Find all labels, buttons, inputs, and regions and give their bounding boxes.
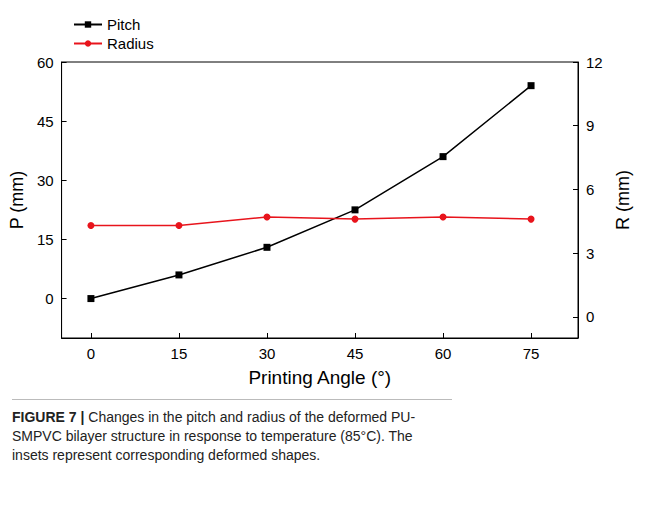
svg-text:6: 6 [586,181,594,198]
svg-text:Pitch: Pitch [107,16,140,33]
svg-text:45: 45 [37,113,54,130]
svg-text:75: 75 [523,345,540,362]
svg-text:9: 9 [586,117,594,134]
svg-text:15: 15 [171,345,188,362]
svg-text:45: 45 [347,345,364,362]
svg-text:60: 60 [37,54,54,71]
svg-text:0: 0 [586,308,594,325]
svg-text:60: 60 [435,345,452,362]
svg-text:0: 0 [87,345,95,362]
svg-text:15: 15 [37,231,54,248]
svg-text:Printing Angle (°): Printing Angle (°) [248,367,391,388]
svg-text:30: 30 [259,345,276,362]
svg-text:0: 0 [45,290,53,307]
svg-text:P (mm): P (mm) [7,171,27,230]
svg-text:30: 30 [37,172,54,189]
svg-text:R (mm): R (mm) [613,170,633,230]
html-text:FIGURE 7 | Changes in the pitc: FIGURE 7 | Changes in the pitch and radi… [12,409,416,463]
svg-text:12: 12 [586,54,603,71]
svg-text:Radius: Radius [107,35,154,52]
svg-text:3: 3 [586,245,594,262]
